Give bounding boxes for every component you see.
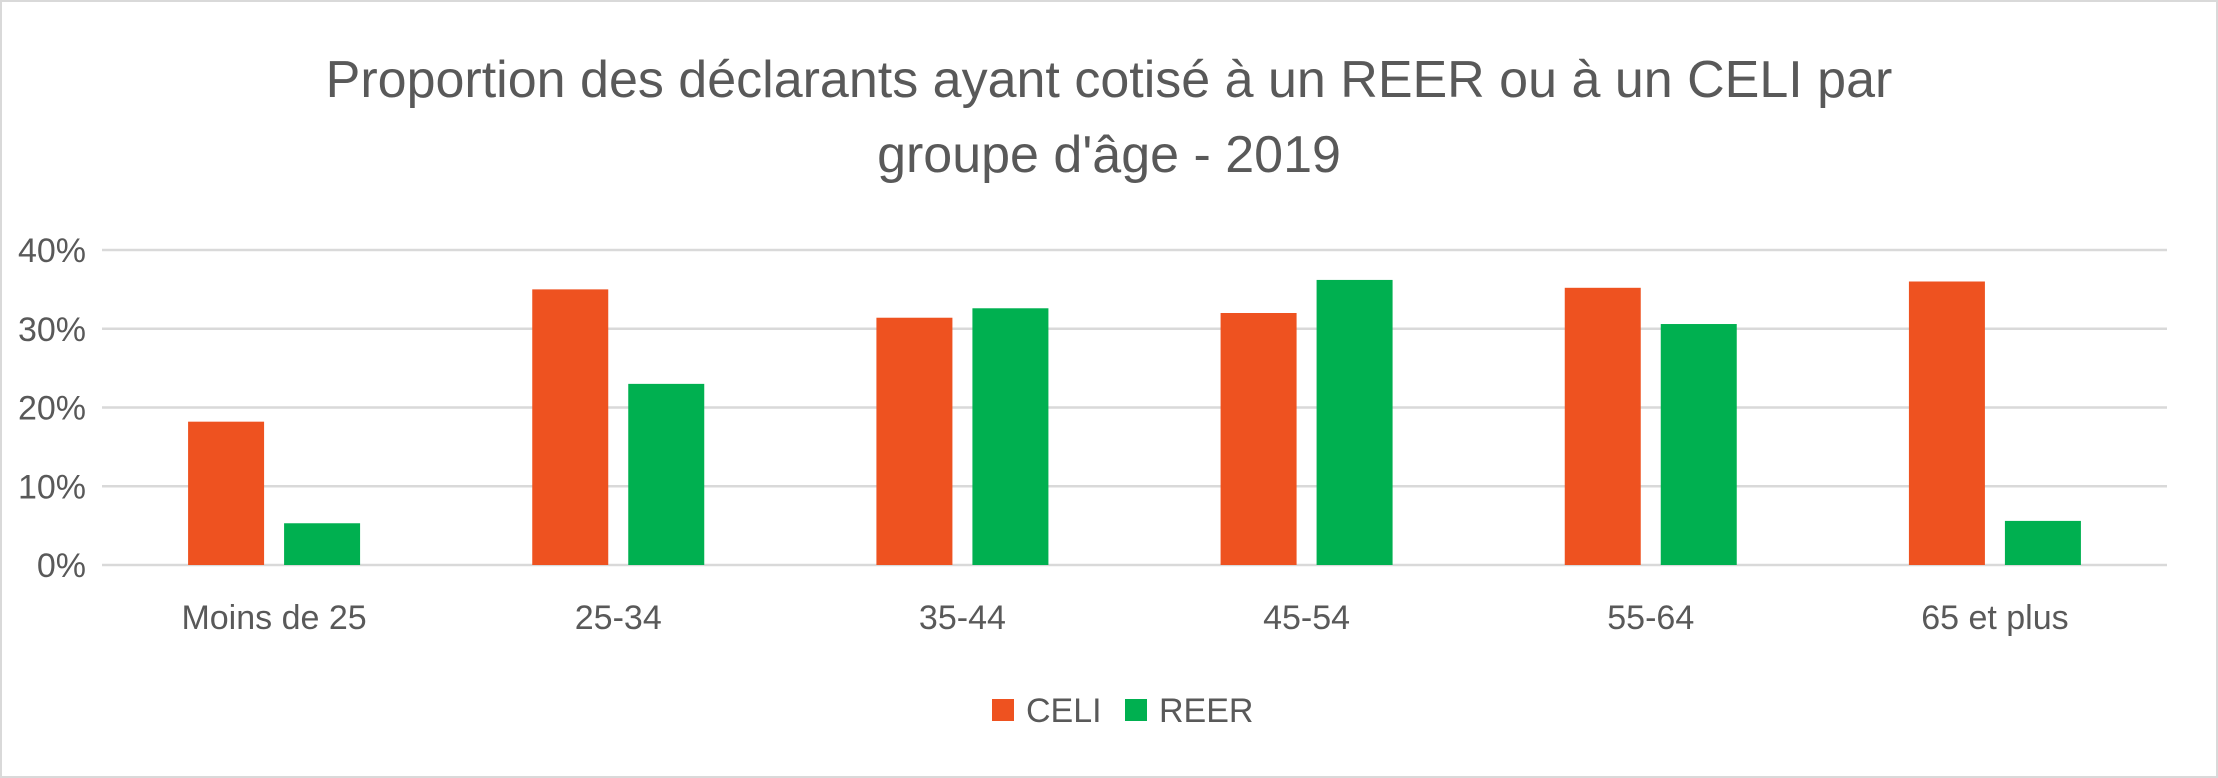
bar-celi	[1564, 287, 1641, 565]
bar-celi	[876, 317, 953, 565]
bar-reer	[628, 383, 705, 565]
bar-reer	[284, 523, 361, 565]
y-axis-tick-labels: 0% 10% 20% 30% 40%	[18, 232, 86, 585]
bar-reer	[2004, 520, 2081, 565]
bar-reer	[1660, 324, 1737, 565]
x-tick-label: 35-44	[919, 599, 1006, 637]
bar-reer	[972, 308, 1049, 565]
x-tick-label: 45-54	[1263, 599, 1350, 637]
x-tick-label: 65 et plus	[1921, 599, 2068, 637]
bar-celi	[532, 289, 609, 565]
legend-label-celi: CELI	[1026, 692, 1102, 730]
y-tick-label: 10%	[18, 468, 86, 506]
bar-reer	[1316, 279, 1393, 565]
bar-celi	[1908, 281, 1985, 565]
bar-celi	[188, 421, 265, 565]
y-tick-label: 20%	[18, 390, 86, 428]
legend: CELI REER	[992, 692, 1253, 730]
x-tick-label: 25-34	[575, 599, 662, 637]
x-tick-label: 55-64	[1607, 599, 1694, 637]
y-tick-label: 0%	[37, 547, 86, 585]
x-tick-label: Moins de 25	[181, 599, 366, 637]
x-axis-category-labels: Moins de 25 25-34 35-44 45-54 55-64 65 et plu…	[181, 599, 2068, 637]
legend-swatch-celi	[992, 699, 1014, 721]
chart-title-line-2: groupe d'âge - 2019	[877, 126, 1341, 184]
legend-swatch-reer	[1125, 699, 1147, 721]
y-tick-label: 30%	[18, 311, 86, 349]
y-tick-label: 40%	[18, 232, 86, 270]
bar-celi	[1220, 313, 1297, 565]
chart-title: Proportion des déclarants ayant cotisé à…	[326, 51, 1893, 184]
bars	[188, 279, 2081, 565]
gridlines	[102, 248, 2167, 567]
legend-label-reer: REER	[1159, 692, 1253, 730]
chart-title-line-1: Proportion des déclarants ayant cotisé à…	[326, 51, 1893, 109]
